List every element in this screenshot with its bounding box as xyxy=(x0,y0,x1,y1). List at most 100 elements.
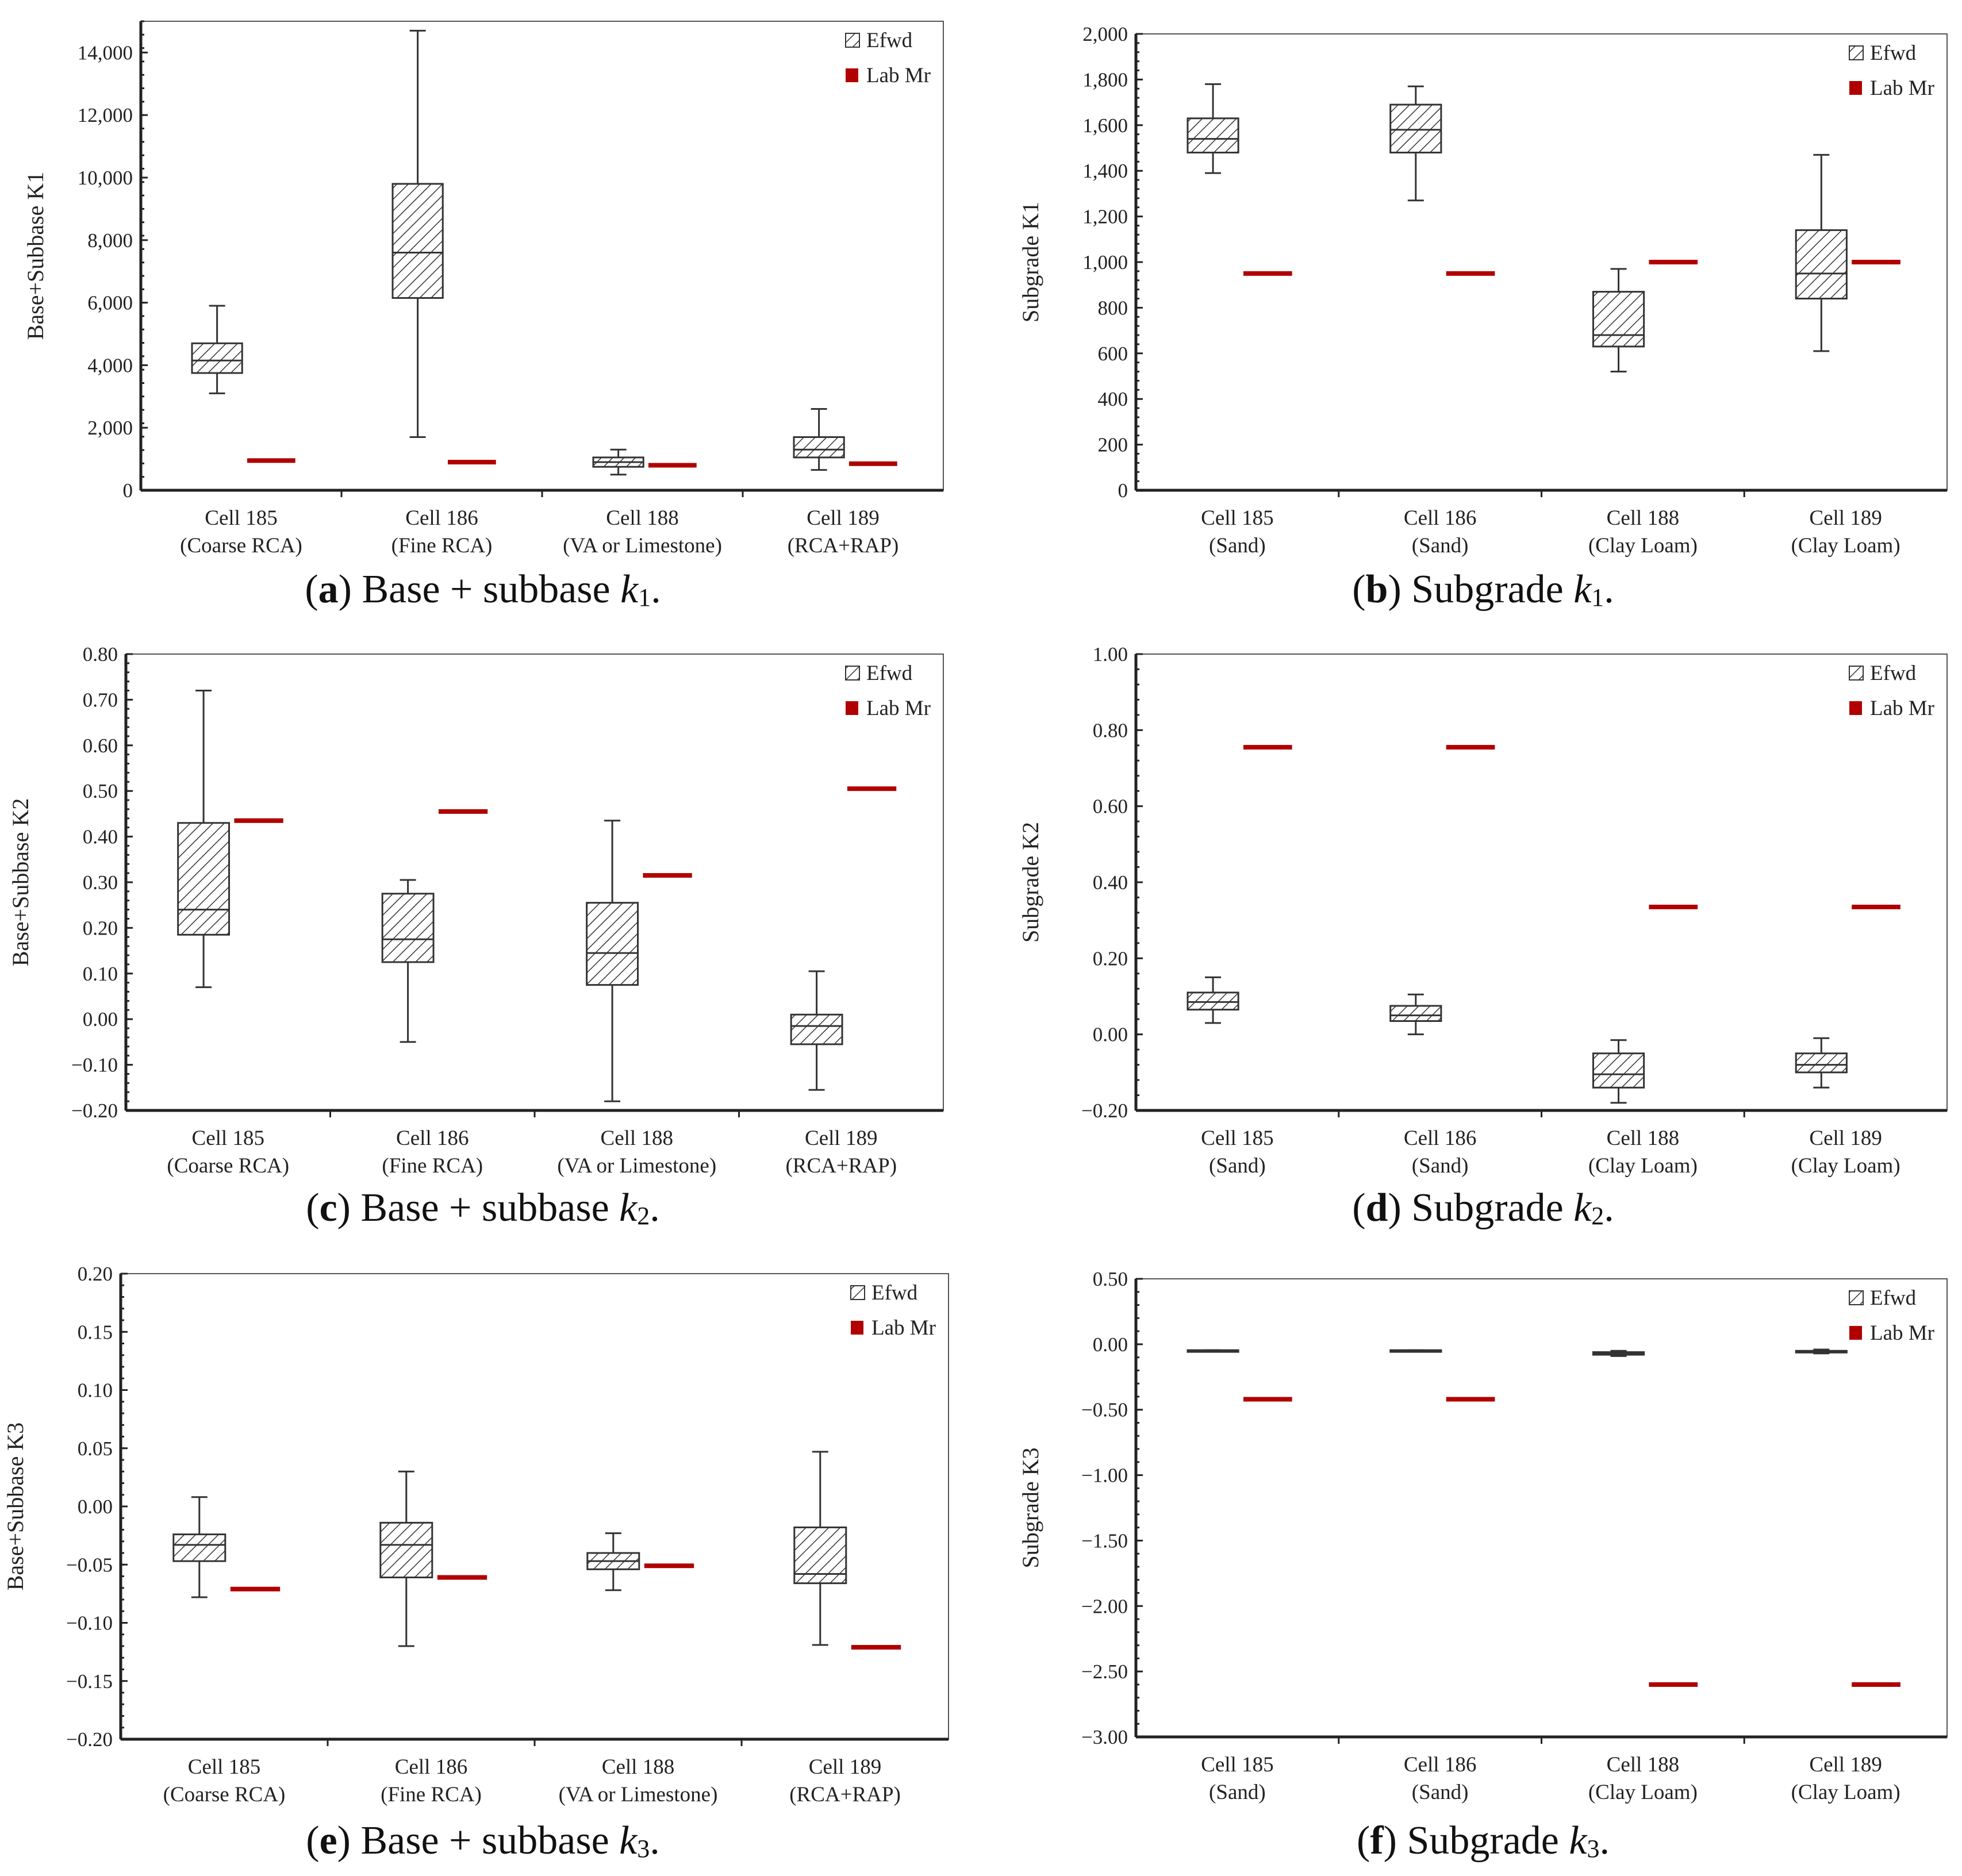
chart-panel-f: −3.00 −2.50 −2.00 −1.50 −1.00 −0.50 0.00 0.50 Su… xyxy=(1018,1268,1948,1804)
iqr-box xyxy=(1389,1005,1442,1022)
x-tick-sublabel: (Clay Loam) xyxy=(1791,1781,1900,1804)
caption-e: (e) Base + subbase k3. xyxy=(306,1819,660,1863)
y-tick-label: −2.00 xyxy=(1081,1595,1128,1617)
lab-mr-bar-1 xyxy=(1243,745,1292,750)
y-tick-label: 1,000 xyxy=(1082,251,1128,274)
y-tick-label: 0.00 xyxy=(1093,1024,1128,1046)
efwd-box-2 xyxy=(1389,993,1442,1036)
y-tick-label: 1,200 xyxy=(1082,206,1128,228)
caption-sub: 1 xyxy=(638,583,651,612)
y-axis-label: Base+Subbase K3 xyxy=(2,1423,28,1591)
y-tick-label: 2,000 xyxy=(87,417,133,439)
y-tick-label: 1.00 xyxy=(1093,643,1128,666)
caption-text: Subgrade xyxy=(1411,567,1574,612)
caption-end: . xyxy=(1604,1186,1614,1230)
iqr-box xyxy=(790,1013,843,1045)
caption-a: (a) Base + subbase k1. xyxy=(305,567,661,612)
chart-panel-d: −0.20 0.00 0.20 0.40 0.60 0.80 1.00 Subgrade K2… xyxy=(1018,643,1948,1178)
x-tick-label: Cell 189 xyxy=(809,1755,881,1779)
y-tick-label: −2.50 xyxy=(1081,1660,1128,1683)
lab-mr-bar-4 xyxy=(851,1645,901,1650)
lab-mr-bar-2 xyxy=(447,460,496,465)
y-tick-label: −0.50 xyxy=(1081,1399,1128,1421)
x-tick-label: Cell 186 xyxy=(1404,506,1476,530)
iqr-box xyxy=(391,183,444,299)
iqr-box xyxy=(191,342,243,374)
legend-lab-swatch xyxy=(1849,701,1862,715)
efwd-box-4 xyxy=(1795,1348,1848,1355)
caption-var: k xyxy=(1569,1819,1587,1863)
x-tick-sublabel: (Fine RCA) xyxy=(391,534,493,558)
iqr-box xyxy=(1592,1052,1645,1089)
lab-mr-bar-4 xyxy=(847,786,897,791)
lab-mr-bar-4 xyxy=(1852,260,1900,264)
y-tick-label: 0.20 xyxy=(1093,947,1128,970)
legend-lab-swatch xyxy=(851,1321,863,1335)
legend-lab-label: Lab Mr xyxy=(1870,76,1934,100)
y-tick-label: 0.70 xyxy=(83,689,118,711)
caption-sub: 1 xyxy=(1591,583,1604,612)
plot-frame xyxy=(120,1273,949,1740)
y-tick-label: −0.20 xyxy=(66,1728,113,1751)
caption-c: (c) Base + subbase k2. xyxy=(306,1186,660,1230)
y-tick-label: 2,000 xyxy=(1082,23,1128,45)
legend-lab-swatch xyxy=(1849,81,1862,95)
x-tick-label: Cell 189 xyxy=(1809,506,1882,530)
y-tick-label: 0.20 xyxy=(83,917,118,939)
caption-end: . xyxy=(650,1186,660,1230)
x-tick-label: Cell 188 xyxy=(1607,506,1679,530)
legend-efwd-label: Efwd xyxy=(1870,1286,1917,1310)
y-tick-label: −1.00 xyxy=(1081,1464,1128,1487)
x-tick-sublabel: (Clay Loam) xyxy=(1588,1781,1698,1804)
y-tick-label: 0.20 xyxy=(78,1263,113,1285)
plot-frame xyxy=(140,21,944,491)
lab-mr-bar-1 xyxy=(234,818,283,823)
chart-panel-e: −0.20 −0.15 −0.10 −0.05 0.00 0.05 0.10 0.15 0.20… xyxy=(2,1263,949,1806)
caption-var: k xyxy=(1573,567,1592,612)
plot-frame xyxy=(1135,653,1948,1111)
x-tick-label: Cell 188 xyxy=(1607,1127,1679,1150)
efwd-box-3 xyxy=(586,820,639,1102)
iqr-box xyxy=(1795,1052,1848,1074)
y-tick-label: 0.80 xyxy=(83,643,118,666)
y-tick-label: 0.60 xyxy=(1093,795,1128,818)
iqr-box xyxy=(1389,103,1442,153)
lab-mr-bar-3 xyxy=(1649,1682,1698,1687)
y-tick-label: 0 xyxy=(123,479,133,502)
y-tick-label: 400 xyxy=(1098,388,1128,410)
legend-lab-label: Lab Mr xyxy=(1870,1321,1934,1345)
x-tick-label: Cell 189 xyxy=(805,1127,877,1150)
lab-mr-bar-2 xyxy=(438,809,488,814)
legend-efwd-label: Efwd xyxy=(866,662,913,685)
efwd-box-3 xyxy=(1592,1350,1645,1357)
y-tick-label: 14,000 xyxy=(78,41,133,64)
iqr-box xyxy=(172,1533,226,1562)
y-tick-label: 8,000 xyxy=(87,229,133,252)
y-tick-label: 0.00 xyxy=(83,1008,118,1031)
caption-letter: e xyxy=(319,1819,337,1863)
efwd-box-2 xyxy=(379,1470,433,1647)
legend-efwd-swatch xyxy=(845,666,860,681)
x-tick-label: Cell 186 xyxy=(396,1127,469,1150)
x-tick-sublabel: (Clay Loam) xyxy=(1588,534,1698,558)
caption-var: k xyxy=(1573,1186,1592,1230)
x-tick-label: Cell 188 xyxy=(602,1755,674,1779)
y-tick-label: 0 xyxy=(1118,479,1128,502)
x-tick-label: Cell 185 xyxy=(188,1755,260,1779)
lab-mr-bar-1 xyxy=(1243,1397,1292,1402)
x-tick-sublabel: (Sand) xyxy=(1412,1154,1469,1178)
x-tick-label: Cell 185 xyxy=(1201,1127,1273,1150)
y-tick-label: −0.20 xyxy=(71,1100,118,1122)
efwd-box-1 xyxy=(1187,1349,1239,1353)
caption-text: Subgrade xyxy=(1407,1819,1569,1863)
lab-mr-bar-3 xyxy=(643,873,692,878)
iqr-box xyxy=(379,1521,433,1579)
y-tick-label: 10,000 xyxy=(78,167,133,189)
legend-efwd-label: Efwd xyxy=(866,29,913,52)
x-tick-label: Cell 188 xyxy=(606,506,678,530)
caption-var: k xyxy=(620,567,639,612)
legend-lab-label: Lab Mr xyxy=(1870,697,1934,720)
legend-lab-label: Lab Mr xyxy=(866,64,931,87)
legend-efwd-label: Efwd xyxy=(1870,41,1917,65)
